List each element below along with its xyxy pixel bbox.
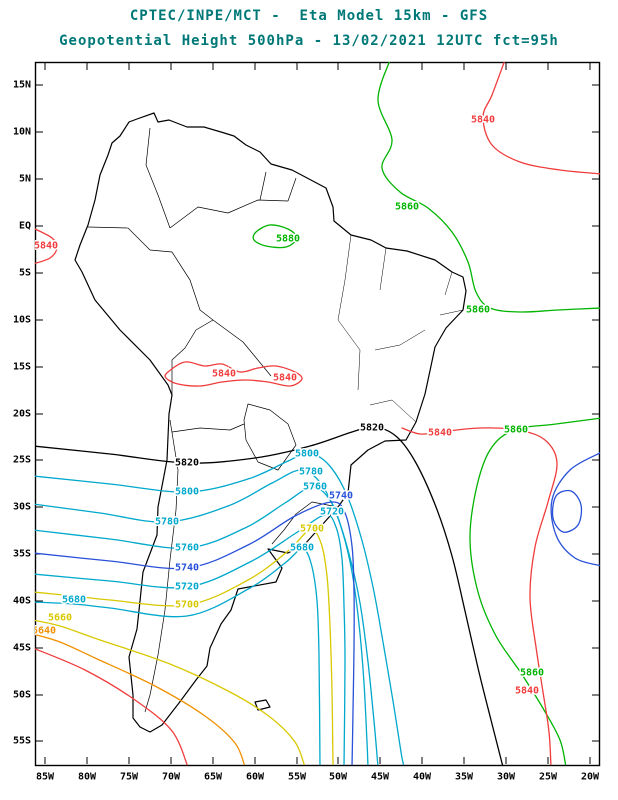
lat-label: 55S [13, 736, 31, 747]
contour-5840-west [35, 228, 58, 265]
axis-ticks [36, 63, 599, 764]
contour-label: 5680 [290, 543, 314, 554]
contour-labels: 5840 5860 5880 5840 5860 5840 5840 5820 5840 5860… [32, 113, 546, 698]
contour-5720 [35, 514, 346, 765]
latitude-labels: 15N 10N 5N EQ 5S 10S 15S 20S 25S 30S 35S 40S 45S 50S 5… [13, 80, 31, 747]
lon-label: 30W [497, 772, 516, 783]
contour-label: 5820 [175, 458, 199, 469]
contour-label: 5860 [520, 668, 544, 679]
contour-label: 5860 [504, 425, 528, 436]
lon-label: 40W [413, 772, 432, 783]
chart-title-line1: CPTEC/INPE/MCT - Eta Model 15km - GFS [129, 8, 489, 24]
lon-label: 20W [581, 772, 600, 783]
contour-5860-north [377, 62, 600, 313]
longitude-labels: 85W 80W 75W 70W 65W 60W 55W 50W 45W 40W 35W 30W 25W 2… [36, 772, 600, 783]
lon-label: 85W [36, 772, 55, 783]
lat-label: 25S [13, 455, 31, 466]
lon-label: 55W [288, 772, 307, 783]
contour-5680 [35, 548, 321, 765]
contour-label: 5680 [62, 595, 86, 606]
lat-label: 10S [13, 315, 31, 326]
contour-5780 [35, 469, 379, 765]
contour-label: 5820 [360, 423, 384, 434]
contour-label: 5840 [273, 373, 297, 384]
contour-5840-center [164, 361, 303, 387]
contour-label: 5780 [155, 517, 179, 528]
contour-5840-north [482, 62, 600, 175]
lat-label: 40S [13, 596, 31, 607]
contour-5860-south [469, 417, 600, 765]
contour-5760 [35, 486, 369, 765]
contour-5840-south [401, 427, 558, 765]
lon-label: 50W [329, 772, 348, 783]
contour-5660 [35, 619, 305, 765]
contour-label: 5880 [276, 234, 300, 245]
contour-label: 5800 [295, 449, 319, 460]
contour-label: 5700 [175, 600, 199, 611]
lat-label: 15N [13, 80, 31, 91]
contour-label: 5640 [32, 626, 56, 637]
chart-title-line2: Geopotential Height 500hPa - 13/02/2021 … [59, 33, 559, 49]
country-borders [87, 127, 464, 713]
contour-5640 [35, 633, 245, 765]
lon-label: 80W [78, 772, 97, 783]
contour-label: 5740 [329, 491, 353, 502]
contour-label: 5720 [175, 582, 199, 593]
map-frame [34, 61, 601, 767]
contour-5620 [35, 648, 188, 765]
contour-label: 5660 [48, 613, 72, 624]
contour-label: 5760 [175, 543, 199, 554]
lon-label: 35W [455, 772, 474, 783]
contour-label: 5740 [175, 563, 199, 574]
lat-label: 45S [13, 643, 31, 654]
contour-label: 5860 [466, 305, 490, 316]
lat-label: 50S [13, 690, 31, 701]
lat-label: 10N [13, 127, 31, 138]
contour-label: 5860 [395, 202, 419, 213]
contour-5700 [35, 529, 334, 765]
contour-label: 5840 [212, 369, 236, 380]
contour-label: 5720 [320, 507, 344, 518]
contour-label: 5780 [299, 467, 323, 478]
lat-label: EQ [19, 221, 31, 232]
lat-label: 20S [13, 409, 31, 420]
contour-5740 [35, 501, 355, 765]
lat-label: 15S [13, 362, 31, 373]
lon-label: 65W [204, 772, 223, 783]
lon-label: 25W [539, 772, 558, 783]
lon-label: 70W [162, 772, 181, 783]
contour-label: 5760 [303, 482, 327, 493]
contour-label: 5840 [428, 428, 452, 439]
contour-5820 [35, 426, 504, 765]
contour-5880 [252, 224, 298, 249]
lat-label: 35S [13, 549, 31, 560]
lat-label: 5S [19, 268, 31, 279]
lat-label: 5N [19, 174, 31, 185]
lon-label: 75W [120, 772, 139, 783]
contour-label: 5800 [175, 487, 199, 498]
contour-label: 5840 [34, 241, 58, 252]
contour-blue-arc [550, 452, 600, 567]
contour-lines [35, 62, 600, 765]
lon-label: 45W [371, 772, 390, 783]
contour-label: 5700 [300, 524, 324, 535]
lat-label: 30S [13, 502, 31, 513]
lon-label: 60W [246, 772, 265, 783]
contour-blue-closed [551, 489, 583, 533]
contour-label: 5840 [471, 115, 495, 126]
contour-label: 5840 [515, 686, 539, 697]
contour-5800 [35, 452, 405, 765]
